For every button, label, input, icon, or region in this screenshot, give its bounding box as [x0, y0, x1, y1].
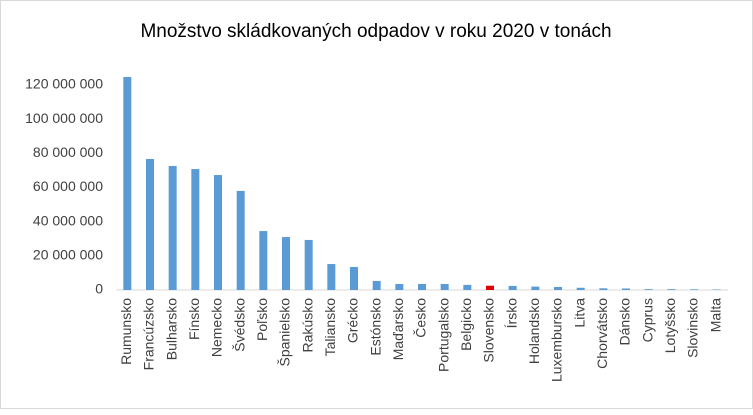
bar	[372, 280, 381, 290]
x-tick-label: Cyprus	[639, 298, 655, 342]
x-tick-label: Írsko	[503, 298, 519, 329]
bar	[123, 76, 132, 291]
x-tick-label: Holandsko	[526, 298, 542, 364]
y-tick-label: 40 000 000	[33, 212, 103, 228]
x-tick-label: Taliansko	[322, 298, 338, 357]
bar	[508, 285, 517, 290]
bar	[259, 231, 268, 290]
chart-title: Množstvo skládkovaných odpadov v roku 20…	[140, 21, 611, 42]
x-tick-label: Rakúsko	[299, 298, 315, 353]
bar	[191, 169, 200, 290]
y-tick-label: 120 000 000	[25, 76, 103, 92]
x-tick-label: Maďarsko	[390, 298, 406, 361]
bar	[554, 286, 562, 290]
bar	[395, 284, 404, 290]
y-tick-label: 0	[95, 281, 103, 297]
x-tick-label: Francúzsko	[141, 298, 157, 371]
x-tick-label: Česko	[413, 298, 429, 338]
x-tick-label: Dánsko	[617, 298, 633, 346]
x-tick-label: Estónsko	[367, 298, 383, 356]
x-tick-label: Malta	[707, 298, 723, 332]
x-tick-label: Belgicko	[458, 298, 474, 351]
x-tick-label: Litva	[571, 298, 587, 328]
x-tick-label: Portugalsko	[435, 298, 451, 372]
bar	[236, 190, 245, 290]
x-tick-label: Lotyšsko	[662, 298, 678, 353]
bar	[531, 286, 540, 290]
bar	[327, 264, 336, 290]
y-tick-label: 20 000 000	[33, 247, 103, 263]
bar	[576, 287, 585, 290]
x-tick-label: Španielsko	[277, 298, 293, 367]
x-tick-label: Švédsko	[231, 298, 247, 352]
y-tick-label: 80 000 000	[33, 144, 103, 160]
x-tick-label: Rumunsko	[118, 298, 134, 365]
bar	[418, 284, 426, 290]
bar	[282, 237, 290, 290]
bar	[667, 289, 676, 290]
bar	[599, 288, 608, 290]
bar	[168, 165, 177, 290]
bar	[622, 288, 630, 290]
y-tick-label: 100 000 000	[25, 110, 103, 126]
x-tick-label: Nemecko	[209, 298, 225, 357]
bar	[214, 175, 222, 290]
x-tick-label: Bulharsko	[163, 298, 179, 360]
x-tick-label: Grécko	[345, 298, 361, 343]
x-tick-label: Luxembursko	[549, 298, 565, 382]
x-tick-label: Slovensko	[481, 298, 497, 363]
y-tick-label: 60 000 000	[33, 178, 103, 194]
bar	[644, 289, 653, 290]
bar	[146, 158, 154, 290]
bar	[350, 266, 358, 290]
bar	[440, 284, 449, 290]
x-tick-label: Fínsko	[186, 298, 202, 340]
x-tick-label: Chorvátsko	[594, 298, 610, 369]
bar	[690, 289, 698, 290]
x-tick-label: Slovinsko	[685, 298, 701, 358]
bar	[304, 239, 313, 290]
bar	[486, 285, 494, 290]
bar	[463, 284, 472, 290]
x-tick-label: Poľsko	[254, 298, 270, 341]
bar	[712, 289, 721, 290]
